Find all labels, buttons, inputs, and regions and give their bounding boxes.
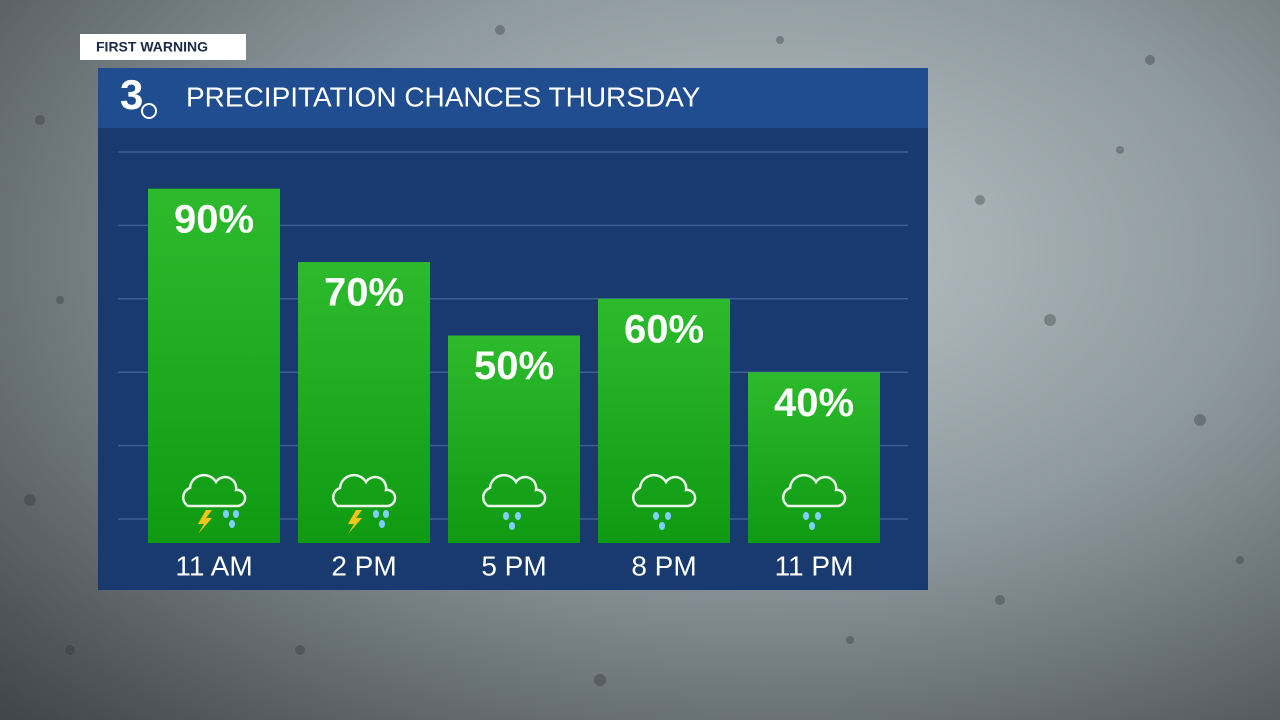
raindrop	[815, 512, 821, 520]
x-tick-label: 8 PM	[631, 550, 696, 581]
weather-icon	[631, 473, 697, 530]
raindrop	[509, 522, 515, 530]
raindrops	[24, 25, 1244, 686]
bar	[598, 298, 730, 543]
x-tick-label: 11 AM	[175, 550, 252, 581]
value-label: 90%	[174, 197, 254, 241]
badge	[80, 34, 246, 60]
weather-icon	[781, 473, 847, 530]
raindrop	[803, 512, 809, 520]
lightning	[198, 510, 212, 534]
raindrop	[809, 522, 815, 530]
x-tick-label: 2 PM	[331, 550, 396, 581]
logo: 3	[120, 71, 143, 118]
raindrop	[373, 510, 379, 518]
weather-icon	[181, 473, 247, 534]
weather-icon	[481, 473, 547, 530]
raindrop	[665, 512, 671, 520]
lightning	[348, 510, 362, 534]
raindrop	[229, 520, 235, 528]
raindrop	[515, 512, 521, 520]
raindrop	[383, 510, 389, 518]
header-band	[98, 68, 928, 128]
bar	[298, 262, 430, 543]
bar	[148, 188, 280, 543]
cloud	[181, 473, 247, 508]
raindrop	[379, 520, 385, 528]
value-label: 50%	[474, 344, 554, 388]
raindrop	[223, 510, 229, 518]
cloud	[481, 473, 547, 508]
cloud	[631, 473, 697, 508]
raindrop	[233, 510, 239, 518]
raindrop	[659, 522, 665, 530]
raindrop	[503, 512, 509, 520]
x-tick-label: 5 PM	[481, 550, 546, 581]
badge-text: FIRST WARNING	[96, 39, 208, 55]
value-label: 40%	[774, 381, 854, 425]
bar	[748, 372, 880, 543]
chart-title: PRECIPITATION CHANCES THURSDAY	[186, 81, 701, 112]
value-label: 60%	[624, 307, 704, 351]
raindrop	[653, 512, 659, 520]
x-tick-label: 11 PM	[775, 550, 854, 581]
weather-icon	[331, 473, 397, 534]
bar	[448, 335, 580, 543]
value-label: 70%	[324, 271, 404, 315]
cloud	[331, 473, 397, 508]
logo-eye	[141, 103, 157, 119]
cloud	[781, 473, 847, 508]
